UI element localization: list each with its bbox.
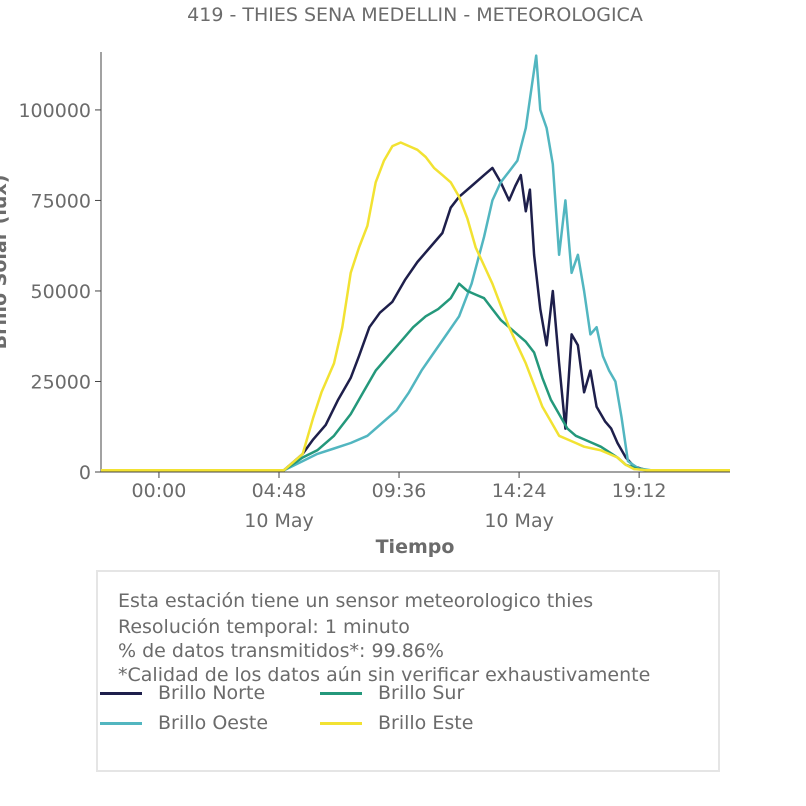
legend-item-oeste: Brillo Oeste bbox=[100, 712, 268, 734]
info-resolution: Resolución temporal: 1 minuto bbox=[118, 616, 410, 638]
legend-label-oeste: Brillo Oeste bbox=[158, 712, 269, 734]
legend-item-norte: Brillo Norte bbox=[100, 682, 265, 704]
series-line-brillo-norte bbox=[101, 166, 730, 472]
legend-swatch-este bbox=[320, 721, 362, 725]
x-tick-label: 09:36 bbox=[372, 480, 427, 502]
x-ticks: 00:00 04:48 10 May 09:36 14:24 10 May 19:12 bbox=[132, 472, 667, 532]
legend-label-sur: Brillo Sur bbox=[378, 682, 465, 704]
y-tick-label: 75000 bbox=[31, 190, 91, 212]
series-line-brillo-este bbox=[101, 141, 730, 472]
chart-title: 419 - THIES SENA MEDELLIN - METEOROLOGIC… bbox=[187, 4, 643, 26]
legend-item-este: Brillo Este bbox=[320, 712, 473, 734]
series-line-brillo-sur bbox=[101, 282, 730, 472]
y-tick-label: 25000 bbox=[31, 371, 91, 393]
y-tick-label: 0 bbox=[79, 462, 91, 484]
x-tick-label: 14:24 bbox=[492, 480, 547, 502]
x-tick-date-label: 10 May bbox=[244, 510, 314, 532]
y-tick-label: 50000 bbox=[31, 281, 91, 303]
legend-swatch-sur bbox=[320, 691, 362, 695]
series-line-brillo-oeste bbox=[101, 54, 730, 472]
x-tick-label: 04:48 bbox=[252, 480, 307, 502]
legend-label-norte: Brillo Norte bbox=[158, 682, 266, 704]
legend-swatch-norte bbox=[100, 691, 142, 695]
legend-item-sur: Brillo Sur bbox=[320, 682, 464, 704]
info-station: Esta estación tiene un sensor meteorolog… bbox=[118, 590, 594, 612]
y-axis-label: Brillo Solar (lux) bbox=[0, 175, 11, 350]
info-quality-note: *Calidad de los datos aún sin verificar … bbox=[118, 664, 651, 686]
info-box: Esta estación tiene un sensor meteorolog… bbox=[96, 570, 720, 772]
y-ticks: 0 25000 50000 75000 100000 bbox=[18, 100, 101, 484]
x-tick-label: 19:12 bbox=[612, 480, 667, 502]
x-axis-label: Tiempo bbox=[376, 536, 455, 558]
x-tick-date-label: 10 May bbox=[484, 510, 554, 532]
info-transmitted: % de datos transmitidos*: 99.86% bbox=[118, 640, 444, 662]
legend-swatch-oeste bbox=[100, 721, 142, 725]
series-lines bbox=[101, 54, 730, 472]
x-tick-label: 00:00 bbox=[132, 480, 187, 502]
y-tick-label: 100000 bbox=[18, 100, 91, 122]
legend-label-este: Brillo Este bbox=[378, 712, 474, 734]
